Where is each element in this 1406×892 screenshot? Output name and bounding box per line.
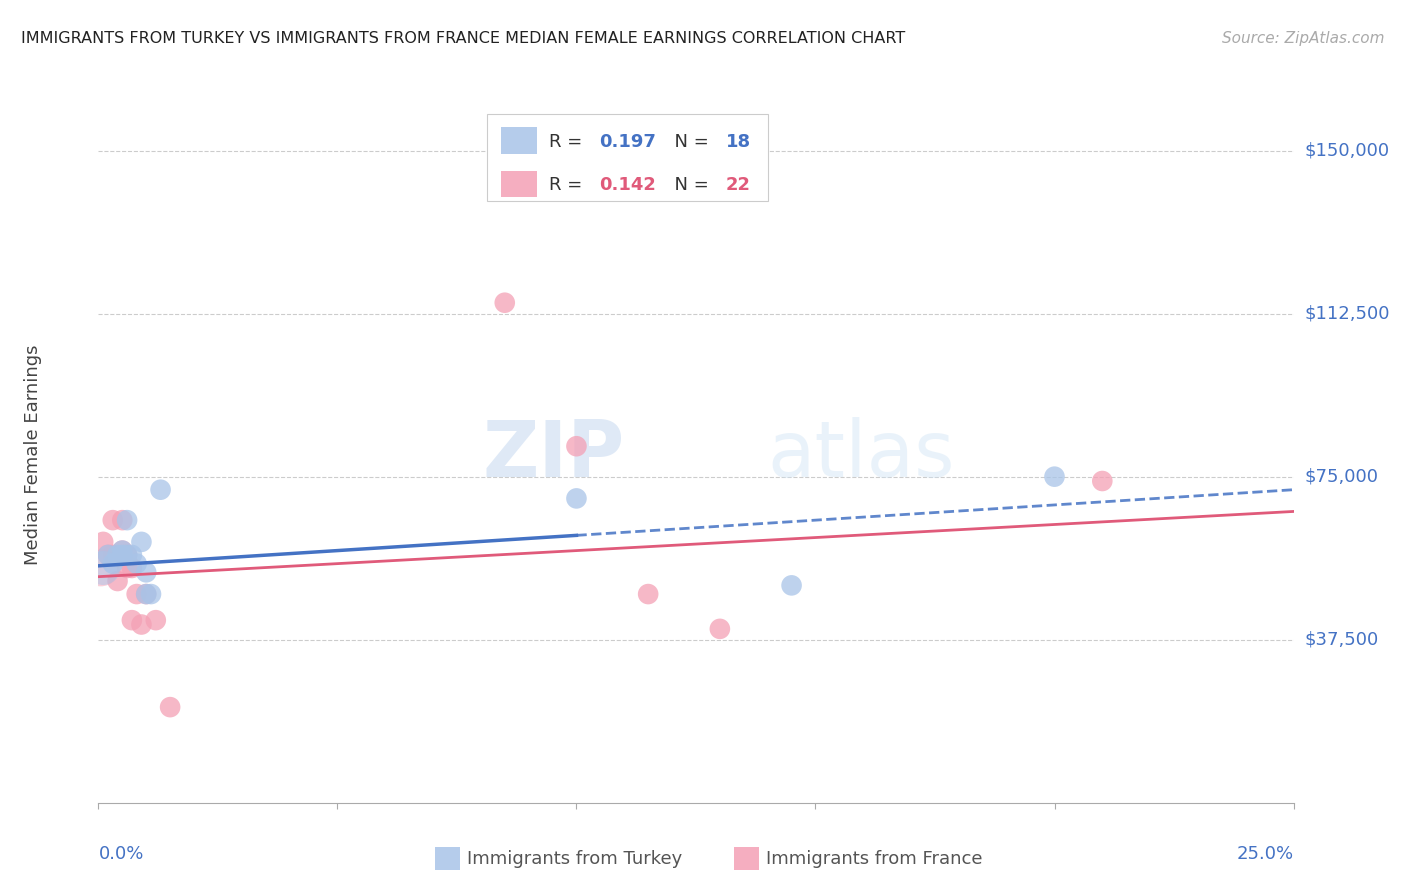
Text: 0.197: 0.197 xyxy=(599,133,657,151)
Text: N =: N = xyxy=(662,177,714,194)
Point xyxy=(135,587,157,601)
Point xyxy=(111,543,134,558)
FancyBboxPatch shape xyxy=(501,170,537,197)
Text: 22: 22 xyxy=(725,177,751,194)
Point xyxy=(115,561,138,575)
Point xyxy=(101,548,124,562)
Point xyxy=(90,561,112,575)
Text: $37,500: $37,500 xyxy=(1305,631,1379,648)
Point xyxy=(121,561,143,575)
Point xyxy=(91,535,114,549)
Text: 0.0%: 0.0% xyxy=(98,845,143,863)
Text: Immigrants from France: Immigrants from France xyxy=(766,849,983,868)
Point xyxy=(159,700,181,714)
Point xyxy=(1091,474,1114,488)
Text: $150,000: $150,000 xyxy=(1305,142,1389,160)
Point xyxy=(131,617,153,632)
Point xyxy=(97,548,120,562)
Point xyxy=(107,548,129,562)
Text: $75,000: $75,000 xyxy=(1305,467,1379,485)
Point xyxy=(111,543,134,558)
Point xyxy=(97,548,120,562)
Point xyxy=(111,513,134,527)
Point xyxy=(135,587,157,601)
Point xyxy=(565,439,588,453)
Text: R =: R = xyxy=(548,177,588,194)
Point xyxy=(101,557,124,571)
Text: 25.0%: 25.0% xyxy=(1236,845,1294,863)
Point xyxy=(135,566,157,580)
Point xyxy=(111,548,134,562)
Point xyxy=(494,295,516,310)
Point xyxy=(709,622,731,636)
Text: atlas: atlas xyxy=(768,417,955,493)
FancyBboxPatch shape xyxy=(501,128,537,153)
Point xyxy=(149,483,172,497)
Point xyxy=(637,587,659,601)
Point xyxy=(125,587,148,601)
Text: R =: R = xyxy=(548,133,588,151)
Point xyxy=(121,548,143,562)
Point xyxy=(1043,469,1066,483)
Point xyxy=(145,613,167,627)
FancyBboxPatch shape xyxy=(486,114,768,201)
Point xyxy=(565,491,588,506)
Text: IMMIGRANTS FROM TURKEY VS IMMIGRANTS FROM FRANCE MEDIAN FEMALE EARNINGS CORRELAT: IMMIGRANTS FROM TURKEY VS IMMIGRANTS FRO… xyxy=(21,31,905,46)
Text: $112,500: $112,500 xyxy=(1305,304,1391,323)
Point xyxy=(115,513,138,527)
Text: Immigrants from Turkey: Immigrants from Turkey xyxy=(467,849,683,868)
Point xyxy=(139,587,162,601)
Text: N =: N = xyxy=(662,133,714,151)
Text: ZIP: ZIP xyxy=(482,417,624,493)
Point xyxy=(115,548,138,562)
Text: Source: ZipAtlas.com: Source: ZipAtlas.com xyxy=(1222,31,1385,46)
Point xyxy=(125,557,148,571)
Point xyxy=(101,513,124,527)
Text: 18: 18 xyxy=(725,133,751,151)
Point xyxy=(115,548,138,562)
Text: 0.142: 0.142 xyxy=(599,177,657,194)
Point xyxy=(780,578,803,592)
Text: Median Female Earnings: Median Female Earnings xyxy=(24,344,42,566)
Point xyxy=(121,613,143,627)
Point xyxy=(131,535,153,549)
Point xyxy=(107,574,129,588)
Point xyxy=(91,561,114,575)
